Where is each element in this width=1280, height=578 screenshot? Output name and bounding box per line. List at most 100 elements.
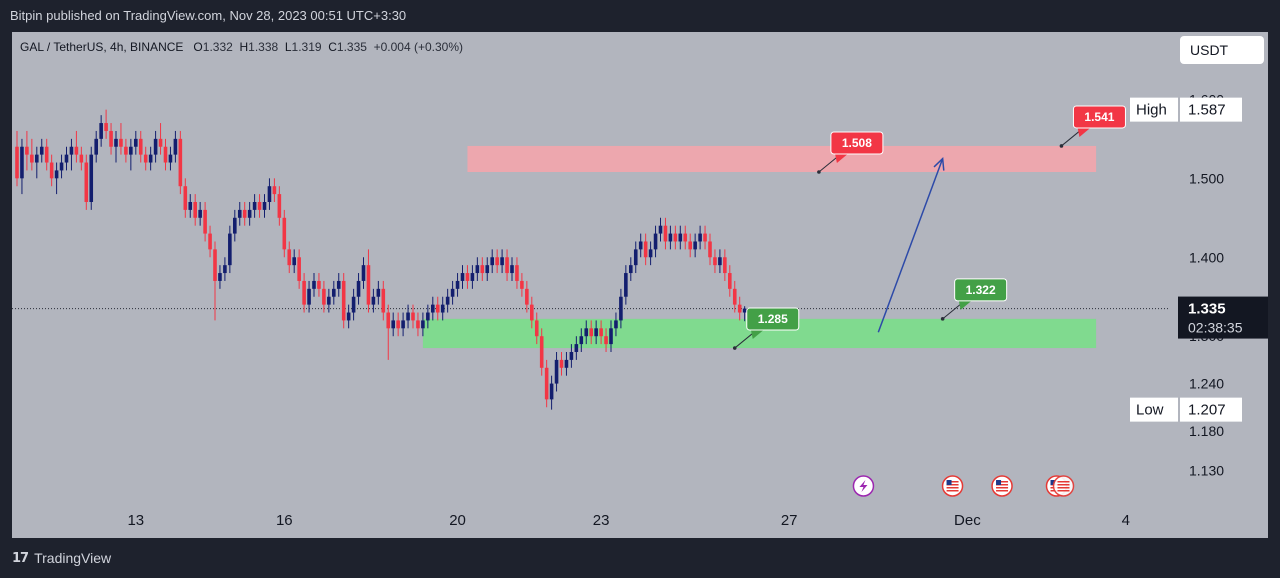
- candle[interactable]: [693, 233, 697, 258]
- candle[interactable]: [124, 138, 128, 163]
- candle[interactable]: [401, 312, 405, 337]
- candle[interactable]: [223, 257, 227, 281]
- candle[interactable]: [510, 257, 514, 281]
- candle[interactable]: [213, 241, 217, 321]
- tradingview-logo[interactable]: 17 TradingView: [12, 550, 111, 566]
- candle[interactable]: [475, 257, 480, 281]
- candle[interactable]: [228, 225, 232, 274]
- candle[interactable]: [129, 138, 133, 171]
- candle[interactable]: [317, 273, 321, 297]
- candle[interactable]: [643, 233, 648, 266]
- candle[interactable]: [713, 249, 717, 274]
- candle[interactable]: [346, 304, 351, 329]
- candle[interactable]: [614, 312, 618, 337]
- candle[interactable]: [332, 280, 336, 305]
- candle[interactable]: [183, 178, 188, 218]
- candle[interactable]: [584, 320, 589, 345]
- resistance-zone[interactable]: [467, 145, 1097, 172]
- candle[interactable]: [74, 130, 79, 163]
- candle[interactable]: [366, 249, 371, 313]
- candle[interactable]: [114, 130, 118, 163]
- candle[interactable]: [500, 249, 504, 274]
- candle[interactable]: [322, 280, 326, 313]
- candle[interactable]: [554, 352, 559, 392]
- candle[interactable]: [208, 225, 212, 258]
- candle[interactable]: [381, 280, 386, 321]
- candle[interactable]: [84, 154, 89, 210]
- candle[interactable]: [361, 257, 366, 289]
- candle[interactable]: [94, 130, 98, 163]
- candle[interactable]: [257, 194, 262, 218]
- candle[interactable]: [495, 249, 499, 274]
- candle[interactable]: [153, 130, 158, 163]
- candle[interactable]: [336, 273, 341, 297]
- candle[interactable]: [158, 123, 163, 155]
- candle[interactable]: [406, 304, 410, 329]
- candle[interactable]: [119, 123, 123, 155]
- candle[interactable]: [218, 265, 222, 289]
- candle[interactable]: [708, 233, 712, 266]
- candle[interactable]: [629, 257, 633, 281]
- candle[interactable]: [723, 249, 727, 281]
- candle[interactable]: [168, 146, 173, 171]
- candle[interactable]: [426, 304, 430, 329]
- candle[interactable]: [633, 241, 638, 274]
- candle[interactable]: [327, 288, 331, 313]
- candle[interactable]: [525, 280, 529, 313]
- lightning-event-icon[interactable]: [852, 475, 875, 497]
- candle[interactable]: [559, 352, 564, 376]
- candle[interactable]: [599, 320, 603, 345]
- candle[interactable]: [604, 328, 608, 352]
- us-flag-event-icon[interactable]: [1052, 475, 1075, 497]
- candle[interactable]: [737, 296, 742, 321]
- candle[interactable]: [302, 273, 306, 313]
- candle[interactable]: [89, 146, 94, 210]
- candle[interactable]: [638, 233, 643, 258]
- candle[interactable]: [49, 154, 54, 187]
- candle[interactable]: [143, 146, 148, 171]
- price-callout[interactable]: 1.541: [1059, 105, 1126, 148]
- candle[interactable]: [277, 186, 282, 226]
- candle[interactable]: [658, 217, 663, 242]
- candle[interactable]: [539, 328, 544, 376]
- candle[interactable]: [549, 375, 554, 410]
- candle[interactable]: [574, 336, 579, 360]
- candle[interactable]: [178, 130, 183, 195]
- candle[interactable]: [391, 312, 395, 337]
- candle[interactable]: [287, 241, 292, 274]
- candle[interactable]: [242, 202, 247, 226]
- candle[interactable]: [25, 130, 29, 171]
- candle[interactable]: [564, 352, 569, 376]
- candle[interactable]: [653, 225, 658, 258]
- candle[interactable]: [544, 359, 549, 408]
- candle[interactable]: [69, 138, 74, 171]
- candle[interactable]: [99, 115, 103, 147]
- candle[interactable]: [193, 194, 197, 226]
- candle[interactable]: [109, 123, 113, 155]
- candle[interactable]: [64, 146, 69, 171]
- candle[interactable]: [30, 138, 34, 171]
- candle[interactable]: [104, 109, 108, 139]
- us-flag-event-icon[interactable]: [991, 475, 1013, 497]
- candle[interactable]: [520, 273, 524, 297]
- candle[interactable]: [138, 130, 143, 163]
- candle[interactable]: [683, 225, 688, 250]
- candle[interactable]: [450, 280, 455, 305]
- candle[interactable]: [297, 249, 301, 289]
- candle[interactable]: [341, 273, 346, 329]
- price-callout[interactable]: 1.508: [817, 131, 884, 174]
- candle[interactable]: [247, 202, 252, 226]
- currency-button[interactable]: USDT: [1180, 36, 1264, 64]
- projection-arrow-line[interactable]: [877, 158, 944, 333]
- candle[interactable]: [198, 202, 202, 226]
- candle[interactable]: [188, 194, 193, 218]
- candle[interactable]: [54, 162, 59, 195]
- candle[interactable]: [648, 241, 653, 266]
- candle[interactable]: [203, 202, 207, 242]
- price-callout[interactable]: 1.322: [940, 278, 1008, 321]
- candle[interactable]: [569, 344, 574, 368]
- candle[interactable]: [44, 138, 49, 171]
- candle[interactable]: [396, 312, 400, 337]
